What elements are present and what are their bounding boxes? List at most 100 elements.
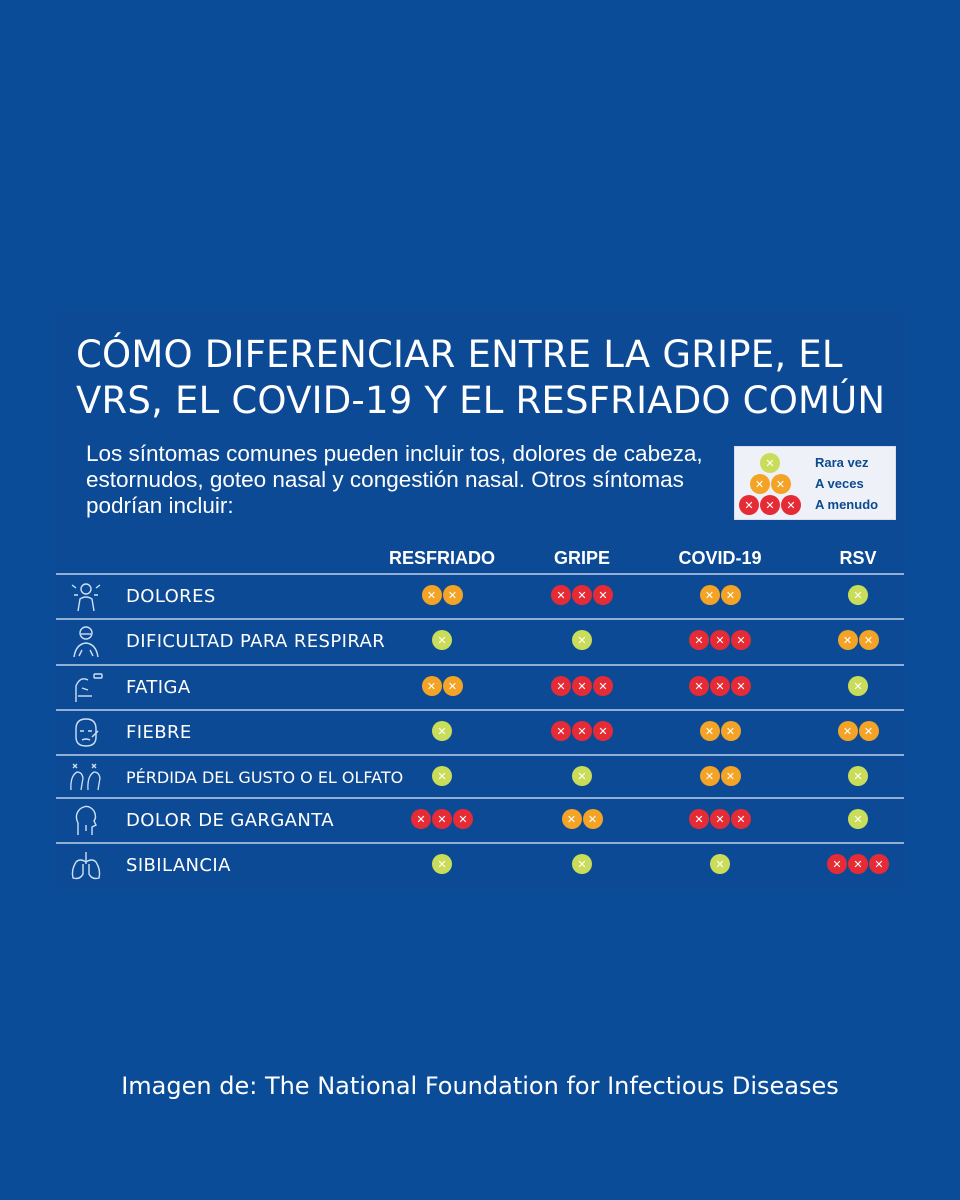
legend-label: A menudo <box>815 497 879 512</box>
row-divider <box>56 797 904 799</box>
rare-mark: ✕ <box>572 630 592 650</box>
rare-mark: ✕ <box>710 854 730 874</box>
frequency-cell: ✕ <box>372 629 512 651</box>
frequency-cell: ✕ <box>788 765 928 787</box>
legend-label: Rara vez <box>815 455 869 470</box>
often-mark: ✕ <box>731 630 751 650</box>
frequency-cell: ✕ ✕ ✕ <box>512 584 652 606</box>
often-mark: ✕ <box>781 495 801 515</box>
often-mark: ✕ <box>710 676 730 696</box>
often-mark: ✕ <box>739 495 759 515</box>
table-row: SIBILANCIA ✕ ✕ ✕ ✕ ✕ ✕ <box>56 842 904 887</box>
rare-mark: ✕ <box>572 766 592 786</box>
row-divider <box>56 573 904 575</box>
sometimes-mark: ✕ <box>699 766 720 786</box>
frequency-cell: ✕ ✕ ✕ <box>788 853 928 875</box>
rare-mark: ✕ <box>848 809 868 829</box>
often-mark: ✕ <box>689 809 709 829</box>
symptom-label: FIEBRE <box>126 722 192 743</box>
rare-mark: ✕ <box>432 630 452 650</box>
often-mark: ✕ <box>411 809 431 829</box>
sometimes-mark: ✕ <box>837 721 858 741</box>
often-mark: ✕ <box>689 630 709 650</box>
row-divider <box>56 664 904 666</box>
often-mark: ✕ <box>731 676 751 696</box>
symptom-label: SIBILANCIA <box>126 855 231 876</box>
sometimes-mark: ✕ <box>442 676 463 696</box>
frequency-cell: ✕ ✕ <box>372 584 512 606</box>
symptom-label: FATIGA <box>126 677 191 698</box>
often-mark: ✕ <box>572 676 592 696</box>
column-header-resfriado: RESFRIADO <box>388 548 495 568</box>
frequency-cell: ✕ ✕ <box>650 720 790 742</box>
rare-mark: ✕ <box>432 766 452 786</box>
frequency-cell: ✕ ✕ ✕ <box>512 720 652 742</box>
frequency-cell: ✕ <box>512 629 652 651</box>
frequency-cell: ✕ ✕ <box>788 629 928 651</box>
sometimes-mark: ✕ <box>582 809 603 829</box>
often-mark: ✕ <box>760 495 780 515</box>
often-mark: ✕ <box>453 809 473 829</box>
legend-marks: ✕ ✕ ✕ <box>735 494 805 516</box>
frequency-cell: ✕ <box>788 675 928 697</box>
frequency-cell: ✕ ✕ ✕ <box>650 629 790 651</box>
often-mark: ✕ <box>572 585 592 605</box>
frequency-cell: ✕ ✕ <box>788 720 928 742</box>
symptom-label: DOLORES <box>126 586 216 607</box>
often-mark: ✕ <box>593 721 613 741</box>
sometimes-mark: ✕ <box>421 585 442 605</box>
rare-mark: ✕ <box>848 585 868 605</box>
often-mark: ✕ <box>710 630 730 650</box>
frequency-cell: ✕ <box>512 765 652 787</box>
sometimes-mark: ✕ <box>699 721 720 741</box>
rare-mark: ✕ <box>848 676 868 696</box>
lungs-icon <box>68 848 104 882</box>
frequency-cell: ✕ ✕ <box>650 584 790 606</box>
intro-text: Los síntomas comunes pueden incluir tos,… <box>86 441 703 518</box>
often-mark: ✕ <box>827 854 847 874</box>
table-row: FIEBRE ✕ ✕ ✕ ✕ ✕ ✕ ✕ ✕ <box>56 709 904 754</box>
table-row: DIFICULTAD PARA RESPIRAR ✕ ✕ ✕ ✕ ✕ ✕ ✕ <box>56 618 904 663</box>
sometimes-mark: ✕ <box>720 721 741 741</box>
rare-mark: ✕ <box>432 721 452 741</box>
row-divider <box>56 618 904 620</box>
sometimes-mark: ✕ <box>421 676 442 696</box>
often-mark: ✕ <box>551 585 571 605</box>
symptom-label: DIFICULTAD PARA RESPIRAR <box>126 631 386 652</box>
breathing-difficulty-icon <box>68 624 104 658</box>
rare-mark: ✕ <box>572 854 592 874</box>
sometimes-mark: ✕ <box>770 474 791 494</box>
often-mark: ✕ <box>689 676 709 696</box>
fatigue-icon <box>68 670 104 704</box>
frequency-cell: ✕ ✕ <box>512 808 652 830</box>
sometimes-mark: ✕ <box>561 809 582 829</box>
chart-panel <box>56 312 904 888</box>
often-mark: ✕ <box>848 854 868 874</box>
frequency-cell: ✕ ✕ <box>650 765 790 787</box>
often-mark: ✕ <box>869 854 889 874</box>
image-credit: Imagen de: The National Foundation for I… <box>121 1072 839 1100</box>
frequency-cell: ✕ <box>372 765 512 787</box>
frequency-cell: ✕ ✕ ✕ <box>650 808 790 830</box>
symptom-label: PÉRDIDA DEL GUSTO O EL OLFATO <box>126 768 404 787</box>
often-mark: ✕ <box>551 676 571 696</box>
sore-throat-icon <box>68 803 104 837</box>
legend-marks: ✕ <box>735 452 805 474</box>
sometimes-mark: ✕ <box>720 766 741 786</box>
row-divider <box>56 754 904 756</box>
rare-mark: ✕ <box>432 854 452 874</box>
table-row: PÉRDIDA DEL GUSTO O EL OLFATO ✕ ✕ ✕ ✕ ✕ <box>56 754 904 799</box>
frequency-cell: ✕ <box>372 720 512 742</box>
column-header-covid: COVID-19 <box>678 548 762 568</box>
fever-icon <box>68 715 104 749</box>
frequency-cell: ✕ <box>512 853 652 875</box>
often-mark: ✕ <box>593 676 613 696</box>
legend: ✕ Rara vez ✕ ✕ A veces ✕ ✕ ✕ A menudo <box>734 446 896 520</box>
frequency-cell: ✕ ✕ ✕ <box>650 675 790 697</box>
page-title: CÓMO DIFERENCIAR ENTRE LA GRIPE, EL VRS,… <box>76 333 886 422</box>
often-mark: ✕ <box>551 721 571 741</box>
often-mark: ✕ <box>710 809 730 829</box>
sometimes-mark: ✕ <box>749 474 770 494</box>
legend-marks: ✕ ✕ <box>735 473 805 495</box>
sometimes-mark: ✕ <box>442 585 463 605</box>
